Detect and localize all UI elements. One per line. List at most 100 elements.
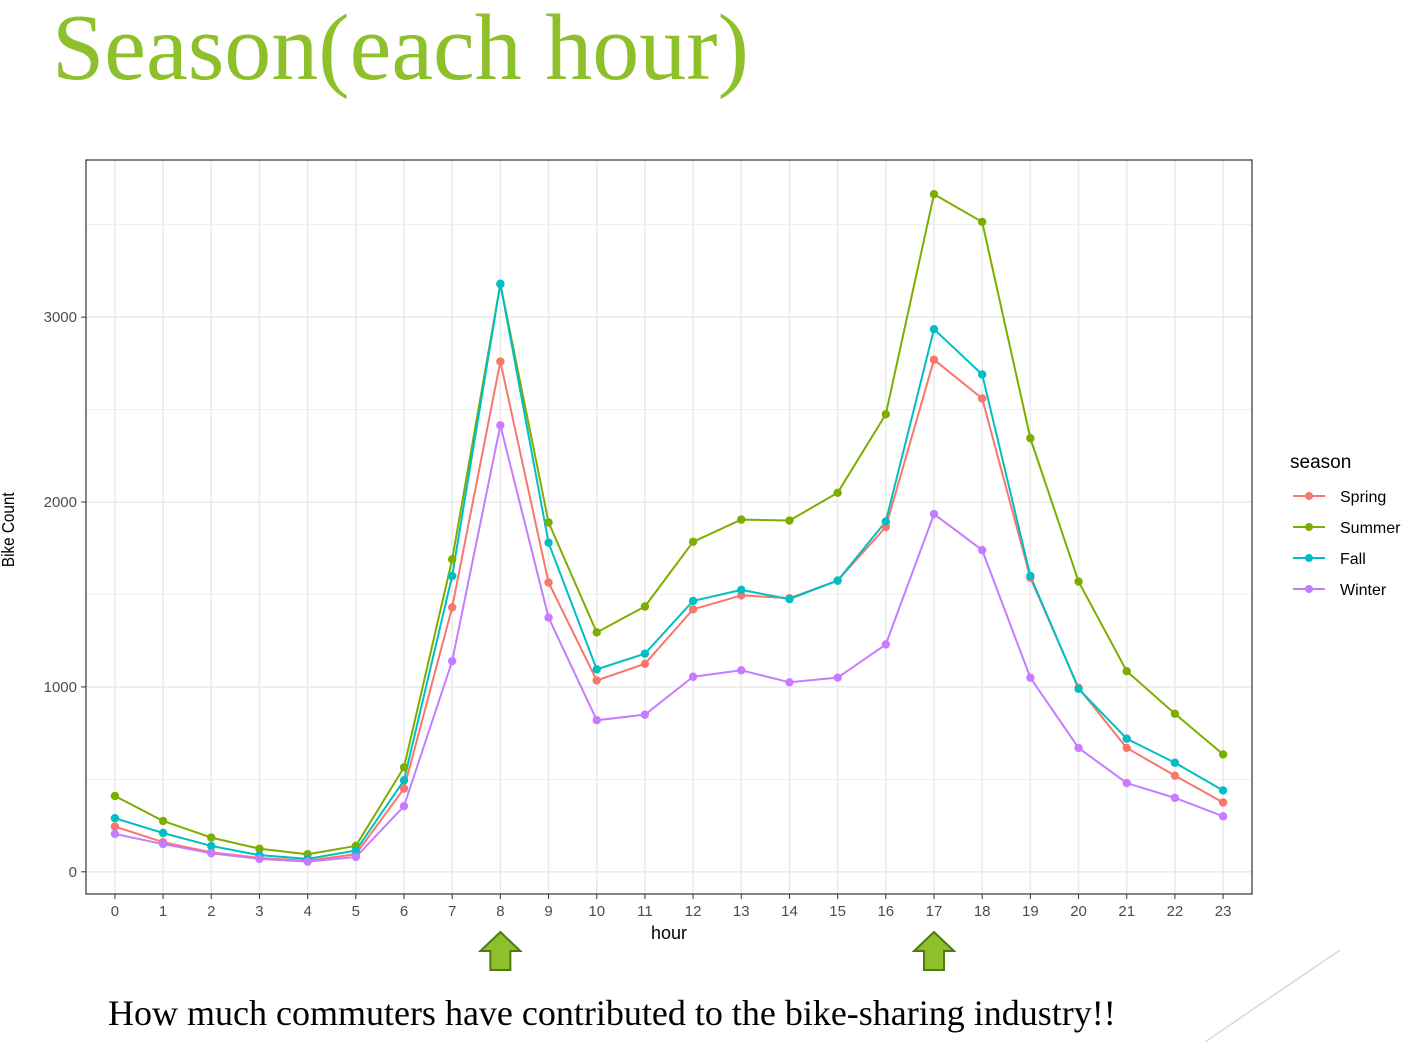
data-point-fall [737,585,746,595]
x-tick-label: 9 [544,903,552,920]
x-tick-label: 11 [637,903,653,920]
data-point-summer [592,628,601,637]
data-point-summer [737,515,746,524]
data-point-spring [1218,798,1228,807]
data-point-winter [833,673,842,682]
x-tick-label: 4 [303,903,311,920]
data-point-spring [496,357,505,366]
y-axis-title: Bike Count [0,492,18,567]
data-point-fall [833,576,842,585]
corner-decoration [1204,949,1341,1042]
data-point-fall [1170,758,1180,767]
data-point-fall [496,279,505,289]
legend-label: Fall [1340,551,1366,568]
data-point-summer [207,833,216,842]
data-point-summer [158,816,168,826]
y-tick-label: 1000 [44,679,77,696]
data-point-winter [1122,778,1131,788]
data-point-fall [977,370,987,379]
data-point-spring [110,822,120,831]
data-point-summer [110,791,120,801]
x-tick-label: 6 [400,903,408,920]
data-point-spring [977,394,987,403]
data-point-spring [447,603,457,612]
data-point-winter [351,852,361,862]
data-point-fall [399,776,409,785]
data-point-summer [399,763,409,772]
data-point-summer [1074,577,1083,586]
up-arrow-icon [477,930,523,971]
x-axis-title: hour [651,923,687,943]
legend: season Spring Summer Fall Winter [1290,452,1401,599]
data-point-spring [929,355,939,364]
data-point-spring [1170,771,1180,780]
data-point-spring [640,659,650,669]
data-point-winter [688,672,698,681]
data-point-spring [688,605,698,614]
x-tick-label: 8 [496,903,504,920]
data-point-winter [1218,812,1228,821]
data-point-fall [447,571,457,581]
data-point-spring [399,784,409,793]
y-tick-label: 3000 [44,309,77,326]
x-tick-label: 10 [588,903,605,920]
data-point-winter [977,545,987,555]
legend-key-dot [1305,585,1313,593]
data-point-winter [592,716,601,725]
data-point-fall [640,649,650,658]
data-point-winter [737,666,746,675]
data-point-summer [1218,750,1228,759]
data-point-fall [785,594,794,604]
data-point-fall [544,538,553,547]
x-tick-label: 17 [926,903,943,920]
data-point-summer [785,516,794,525]
x-tick-label: 7 [448,903,456,920]
data-point-spring [592,676,601,685]
x-tick-label: 1 [159,903,167,920]
data-point-summer [447,555,457,564]
data-point-summer [688,537,698,546]
data-point-fall [1122,734,1131,743]
x-tick-label: 12 [685,903,702,920]
x-tick-label: 14 [781,903,798,920]
x-tick-label: 0 [111,903,119,920]
data-point-summer [1026,434,1035,443]
data-point-summer [255,844,264,853]
x-tick-label: 16 [877,903,894,920]
legend-label: Summer [1340,520,1401,537]
y-tick-label: 2000 [44,494,77,511]
x-tick-label: 21 [1118,903,1135,920]
legend-label: Spring [1340,489,1386,506]
data-point-winter [110,829,120,839]
x-tick-label: 22 [1167,903,1184,920]
data-point-summer [640,602,650,611]
data-point-winter [640,710,650,719]
data-point-summer [1170,709,1180,718]
series-line-fall [114,282,1224,860]
slide-caption: How much commuters have contributed to t… [108,993,1116,1033]
data-point-fall [929,324,939,334]
up-arrow-icon [911,930,957,971]
legend-title: season [1290,452,1351,473]
data-point-summer [977,217,987,227]
data-point-winter [881,640,891,649]
data-point-fall [1218,786,1228,795]
data-point-fall [592,665,601,674]
data-point-summer [544,518,553,527]
data-point-fall [158,828,168,838]
data-point-fall [110,813,120,823]
x-tick-label: 5 [352,903,360,920]
data-point-winter [303,857,312,866]
data-point-winter [785,678,794,687]
data-point-fall [1026,571,1035,581]
data-point-fall [881,517,891,526]
arrow-layer [477,930,957,971]
data-point-summer [1122,667,1131,676]
panel-border [85,159,1253,895]
data-point-fall [688,596,698,606]
data-point-winter [544,613,553,622]
series-layer [110,190,1228,866]
x-tick-label: 20 [1070,903,1087,920]
data-point-winter [1074,743,1083,753]
